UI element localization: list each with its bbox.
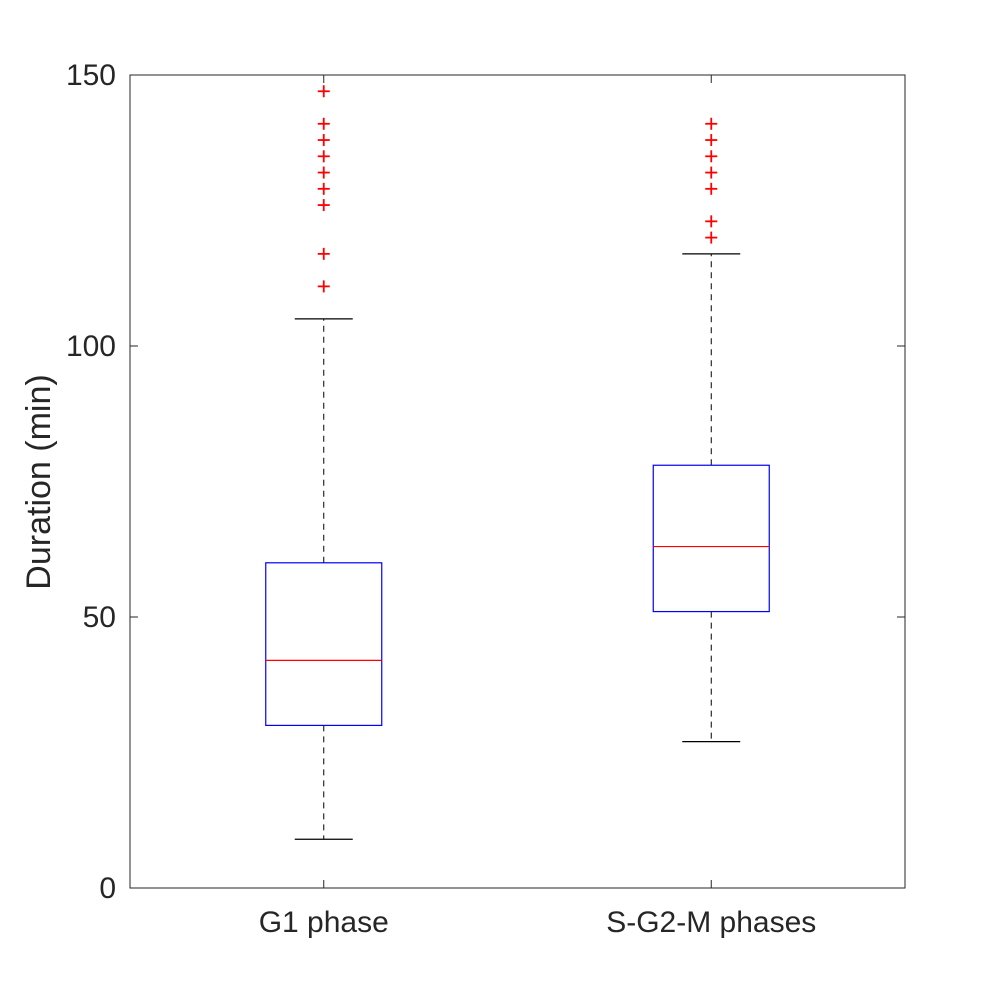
box-group [265,85,383,840]
outlier-marker [705,134,718,147]
outlier-marker [317,134,330,147]
outlier-marker [317,85,330,98]
outlier-marker [317,150,330,163]
outlier-marker [705,117,718,130]
outlier-marker [317,117,330,130]
y-tick-label: 50 [83,601,116,634]
plot-area [265,85,770,840]
outlier-marker [705,150,718,163]
outlier-marker [317,247,330,260]
y-axis: 0 50 100 150 [66,59,905,905]
axes-frame [129,74,906,889]
outlier-marker [317,199,330,212]
y-tick-label: 150 [66,59,116,92]
outlier-marker [317,166,330,179]
outlier-marker [317,182,330,195]
y-tick-label: 0 [99,872,116,905]
x-tick-label: G1 phase [259,906,389,939]
x-axis: G1 phase S-G2-M phases [259,75,816,939]
box-group [652,117,770,743]
outlier-marker [317,280,330,293]
y-axis-title: Duration (min) [20,374,58,589]
y-tick-label: 100 [66,330,116,363]
iqr-box [652,464,770,613]
outlier-marker [705,166,718,179]
outlier-marker [705,231,718,244]
x-tick-label: S-G2-M phases [606,906,816,939]
outlier-marker [705,182,718,195]
iqr-box [265,562,383,726]
outlier-marker [705,215,718,228]
